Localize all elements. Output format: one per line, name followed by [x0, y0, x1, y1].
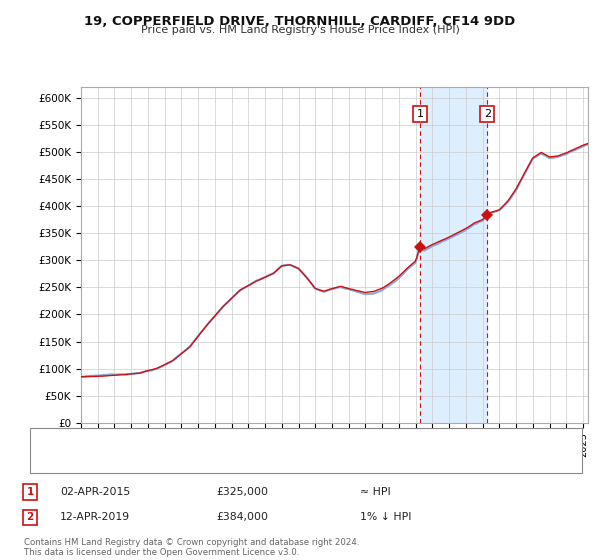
Text: Contains HM Land Registry data © Crown copyright and database right 2024.
This d: Contains HM Land Registry data © Crown c…	[24, 538, 359, 557]
Text: £384,000: £384,000	[216, 512, 268, 522]
Text: 12-APR-2019: 12-APR-2019	[60, 512, 130, 522]
Text: 1: 1	[416, 109, 424, 119]
Text: Price paid vs. HM Land Registry's House Price Index (HPI): Price paid vs. HM Land Registry's House …	[140, 25, 460, 35]
Text: 2: 2	[26, 512, 34, 522]
Text: 1: 1	[26, 487, 34, 497]
Text: 19, COPPERFIELD DRIVE, THORNHILL, CARDIFF, CF14 9DD (detached house): 19, COPPERFIELD DRIVE, THORNHILL, CARDIF…	[81, 436, 461, 446]
Text: ≈ HPI: ≈ HPI	[360, 487, 391, 497]
Text: 2: 2	[484, 109, 491, 119]
Bar	[420, 87, 487, 423]
Text: £325,000: £325,000	[216, 487, 268, 497]
Text: HPI: Average price, detached house, Cardiff: HPI: Average price, detached house, Card…	[81, 456, 299, 466]
Text: 19, COPPERFIELD DRIVE, THORNHILL, CARDIFF, CF14 9DD: 19, COPPERFIELD DRIVE, THORNHILL, CARDIF…	[85, 15, 515, 28]
Text: 02-APR-2015: 02-APR-2015	[60, 487, 130, 497]
Text: 1% ↓ HPI: 1% ↓ HPI	[360, 512, 412, 522]
